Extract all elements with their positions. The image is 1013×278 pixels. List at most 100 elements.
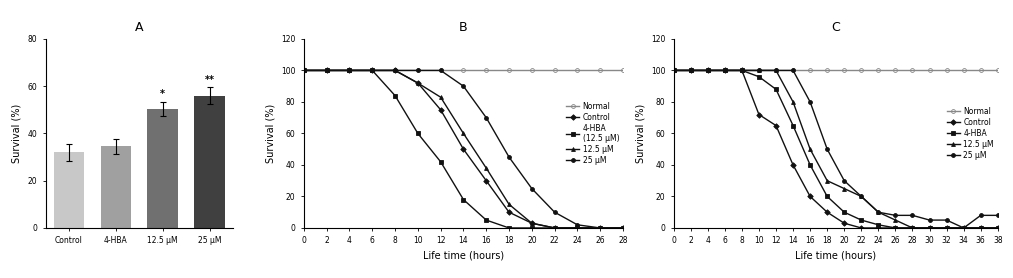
Title: A: A (135, 21, 144, 34)
Normal (787, 69, 799, 72)
25 μM (668, 69, 680, 72)
Control (668, 69, 680, 72)
4-HBA
(12.5 μM) (594, 226, 606, 230)
Normal (804, 69, 816, 72)
4-HBA
(12.5 μM) (457, 198, 469, 201)
Normal (975, 69, 987, 72)
Line: 12.5 μM: 12.5 μM (672, 68, 1000, 230)
Normal (367, 69, 379, 72)
Control (549, 226, 561, 230)
12.5 μM (924, 226, 936, 230)
Control (822, 210, 834, 214)
12.5 μM (787, 100, 799, 104)
25 μM (549, 210, 561, 214)
4-HBA
(12.5 μM) (526, 226, 538, 230)
12.5 μM (889, 219, 902, 222)
Control (343, 69, 356, 72)
Normal (735, 69, 748, 72)
12.5 μM (822, 179, 834, 182)
X-axis label: Life time (hours): Life time (hours) (422, 251, 504, 261)
25 μM (617, 226, 629, 230)
Control (367, 69, 379, 72)
Control (389, 69, 401, 72)
4-HBA (719, 69, 731, 72)
25 μM (320, 69, 332, 72)
Normal (389, 69, 401, 72)
12.5 μM (975, 226, 987, 230)
4-HBA (804, 163, 816, 167)
12.5 μM (770, 69, 782, 72)
Control (411, 81, 423, 85)
12.5 μM (502, 203, 515, 206)
Normal (907, 69, 919, 72)
4-HBA (924, 226, 936, 230)
25 μM (343, 69, 356, 72)
25 μM (787, 69, 799, 72)
Control (298, 69, 310, 72)
Normal (526, 69, 538, 72)
25 μM (502, 155, 515, 159)
12.5 μM (367, 69, 379, 72)
4-HBA
(12.5 μM) (389, 94, 401, 97)
12.5 μM (753, 69, 765, 72)
Control (838, 222, 850, 225)
Control (924, 226, 936, 230)
Control (907, 226, 919, 230)
Normal (343, 69, 356, 72)
4-HBA (992, 226, 1004, 230)
Normal (549, 69, 561, 72)
12.5 μM (719, 69, 731, 72)
12.5 μM (702, 69, 714, 72)
4-HBA (685, 69, 697, 72)
Control (571, 226, 583, 230)
12.5 μM (855, 195, 867, 198)
25 μM (957, 226, 969, 230)
Bar (54, 152, 84, 228)
25 μM (753, 69, 765, 72)
25 μM (526, 187, 538, 190)
Control (457, 148, 469, 151)
25 μM (889, 214, 902, 217)
12.5 μM (617, 226, 629, 230)
Bar (148, 109, 178, 228)
Line: 25 μM: 25 μM (302, 68, 625, 230)
Control (320, 69, 332, 72)
4-HBA (770, 88, 782, 91)
4-HBA (702, 69, 714, 72)
25 μM (804, 100, 816, 104)
4-HBA
(12.5 μM) (320, 69, 332, 72)
12.5 μM (389, 69, 401, 72)
25 μM (594, 226, 606, 230)
Normal (822, 69, 834, 72)
12.5 μM (571, 226, 583, 230)
25 μM (770, 69, 782, 72)
Control (787, 163, 799, 167)
Normal (617, 69, 629, 72)
Legend: Normal, Control, 4-HBA, 12.5 μM, 25 μM: Normal, Control, 4-HBA, 12.5 μM, 25 μM (946, 107, 994, 160)
Normal (872, 69, 884, 72)
25 μM (480, 116, 492, 119)
Control (702, 69, 714, 72)
12.5 μM (320, 69, 332, 72)
12.5 μM (526, 222, 538, 225)
Control (685, 69, 697, 72)
X-axis label: Life time (hours): Life time (hours) (795, 251, 876, 261)
4-HBA
(12.5 μM) (411, 132, 423, 135)
4-HBA (907, 226, 919, 230)
4-HBA
(12.5 μM) (367, 69, 379, 72)
4-HBA (957, 226, 969, 230)
25 μM (992, 214, 1004, 217)
Control (526, 222, 538, 225)
12.5 μM (668, 69, 680, 72)
25 μM (872, 210, 884, 214)
Line: 12.5 μM: 12.5 μM (302, 68, 625, 230)
25 μM (924, 219, 936, 222)
25 μM (367, 69, 379, 72)
Control (480, 179, 492, 182)
4-HBA (855, 219, 867, 222)
25 μM (571, 223, 583, 227)
12.5 μM (411, 81, 423, 85)
Normal (957, 69, 969, 72)
Control (502, 210, 515, 214)
Normal (992, 69, 1004, 72)
